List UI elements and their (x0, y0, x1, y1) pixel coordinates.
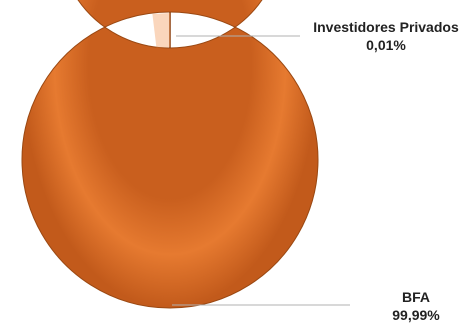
donut-slices (21, 0, 319, 309)
slice-label-investidores-value: 0,01% (366, 37, 406, 53)
slice-label-bfa-name: BFA (402, 289, 430, 305)
slice-label-investidores-name: Investidores Privados (313, 19, 459, 35)
slice-label-bfa-value: 99,99% (392, 307, 440, 323)
slice-bfa (21, 0, 319, 309)
slice-highlight (152, 13, 170, 48)
